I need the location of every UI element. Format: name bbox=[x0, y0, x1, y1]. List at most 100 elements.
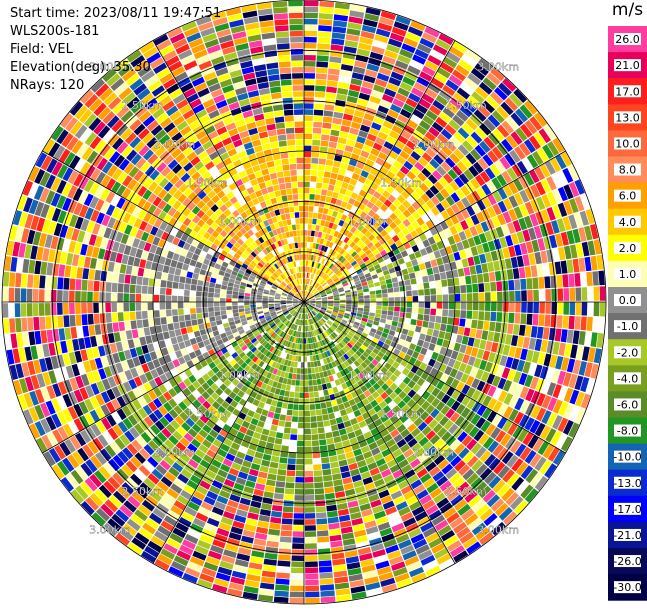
velocity-gate bbox=[429, 315, 435, 322]
velocity-gate bbox=[163, 332, 170, 340]
velocity-gate bbox=[406, 313, 412, 319]
velocity-gate bbox=[314, 482, 323, 488]
velocity-gate bbox=[293, 410, 299, 416]
velocity-gate bbox=[155, 318, 161, 326]
velocity-gate bbox=[312, 225, 316, 231]
velocity-gate bbox=[69, 291, 75, 302]
velocity-gate bbox=[190, 259, 197, 266]
velocity-gate bbox=[338, 137, 347, 144]
velocity-gate bbox=[337, 423, 345, 430]
velocity-gate bbox=[333, 161, 341, 168]
velocity-gate bbox=[299, 411, 305, 417]
velocity-gate bbox=[297, 447, 304, 453]
velocity-gate bbox=[430, 309, 436, 316]
velocity-gate bbox=[215, 311, 221, 316]
velocity-gate bbox=[496, 281, 502, 291]
velocity-gate bbox=[279, 457, 287, 463]
velocity-gate bbox=[261, 503, 272, 510]
velocity-gate bbox=[275, 487, 285, 494]
velocity-gate bbox=[418, 308, 424, 314]
velocity-gate bbox=[423, 315, 429, 322]
velocity-gate bbox=[317, 49, 329, 55]
velocity-gate bbox=[87, 303, 93, 313]
velocity-gate bbox=[283, 506, 294, 512]
velocity-gate bbox=[454, 286, 460, 294]
velocity-gate bbox=[304, 393, 309, 399]
velocity-gate bbox=[286, 476, 295, 482]
velocity-gate bbox=[202, 292, 208, 297]
velocity-gate bbox=[526, 314, 532, 325]
velocity-gate bbox=[221, 311, 227, 316]
velocity-gate bbox=[330, 136, 339, 143]
velocity-gate bbox=[358, 299, 364, 302]
velocity-gate bbox=[196, 302, 202, 307]
velocity-gate bbox=[172, 296, 178, 302]
velocity-gate bbox=[533, 302, 539, 313]
velocity-gate bbox=[462, 336, 469, 345]
velocity-gate bbox=[316, 61, 328, 67]
velocity-gate bbox=[136, 294, 142, 302]
velocity-gate bbox=[317, 421, 324, 427]
velocity-gate bbox=[323, 177, 330, 183]
velocity-gate bbox=[194, 267, 201, 274]
velocity-gate bbox=[573, 330, 580, 344]
velocity-gate bbox=[305, 459, 313, 465]
velocity-gate bbox=[434, 323, 441, 330]
velocity-gate bbox=[513, 268, 520, 279]
velocity-gate bbox=[148, 303, 154, 311]
velocity-gate bbox=[84, 257, 91, 268]
velocity-gate bbox=[380, 318, 386, 323]
velocity-gate bbox=[517, 256, 524, 267]
velocity-gate bbox=[176, 262, 183, 270]
velocity-gate bbox=[312, 434, 319, 440]
velocity-gate bbox=[317, 415, 323, 421]
velocity-gate bbox=[215, 288, 221, 293]
velocity-gate bbox=[358, 296, 364, 299]
velocity-gate bbox=[304, 73, 315, 79]
velocity-gate bbox=[285, 482, 294, 488]
velocity-gate bbox=[3, 288, 9, 303]
velocity-gate bbox=[57, 290, 63, 302]
velocity-gate bbox=[567, 330, 574, 344]
velocity-gate bbox=[388, 288, 394, 293]
velocity-gate bbox=[276, 481, 286, 488]
velocity-gate bbox=[395, 297, 401, 302]
velocity-gate bbox=[484, 312, 490, 321]
velocity-gate bbox=[545, 302, 551, 314]
velocity-gate bbox=[446, 325, 453, 333]
velocity-gate bbox=[376, 294, 382, 298]
velocity-gate bbox=[244, 302, 250, 305]
velocity-gate bbox=[132, 266, 139, 275]
velocity-gate bbox=[419, 333, 426, 340]
velocity-gate bbox=[238, 299, 244, 302]
velocity-gate bbox=[342, 477, 352, 484]
velocity-gate bbox=[148, 311, 154, 319]
velocity-gate bbox=[63, 290, 69, 302]
velocity-gate bbox=[305, 423, 311, 429]
velocity-gate bbox=[305, 537, 317, 543]
velocity-gate bbox=[291, 380, 296, 386]
velocity-gate bbox=[320, 578, 334, 585]
velocity-gate bbox=[27, 289, 33, 302]
velocity-gate bbox=[245, 293, 251, 296]
velocity-gate bbox=[39, 275, 45, 288]
velocity-gate bbox=[296, 374, 300, 380]
velocity-gate bbox=[305, 549, 317, 555]
velocity-gate bbox=[532, 277, 538, 289]
velocity-gate bbox=[364, 308, 370, 312]
velocity-gate bbox=[330, 173, 337, 180]
velocity-gate bbox=[309, 194, 315, 200]
velocity-gate bbox=[311, 362, 315, 368]
velocity-gate bbox=[340, 304, 346, 306]
velocity-gate bbox=[39, 303, 45, 316]
velocity-gate bbox=[308, 380, 312, 386]
velocity-gate bbox=[281, 303, 287, 305]
velocity-gate bbox=[358, 308, 364, 311]
velocity-gate bbox=[448, 310, 454, 318]
velocity-gate bbox=[460, 285, 466, 293]
velocity-gate bbox=[315, 488, 325, 494]
velocity-gate bbox=[317, 524, 328, 530]
velocity-gate bbox=[315, 367, 319, 373]
velocity-gate bbox=[448, 286, 454, 294]
velocity-gate bbox=[329, 179, 336, 186]
